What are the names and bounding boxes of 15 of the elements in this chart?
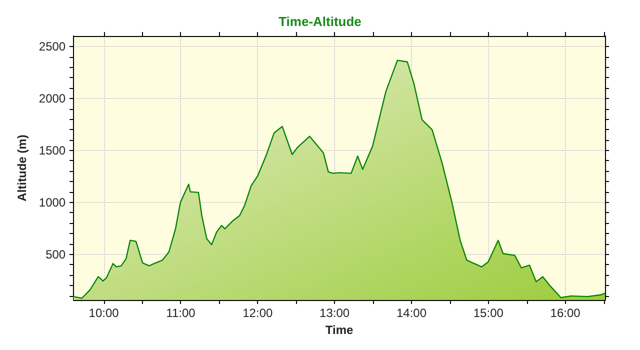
x-tick-label: 13:00 [320, 306, 350, 320]
y-tick-label: 2000 [38, 91, 66, 106]
x-tick-label: 14:00 [396, 306, 427, 320]
y-axis-title: Altitude (m) [15, 134, 29, 202]
x-axis-title: Time [325, 322, 354, 337]
x-tick-label: 16:00 [550, 306, 581, 320]
y-tick-label: 2500 [38, 39, 66, 54]
x-tick-label: 15:00 [473, 306, 504, 320]
x-tick-label: 12:00 [242, 306, 273, 320]
y-tick-label: 500 [46, 247, 66, 262]
x-tick-label: 10:00 [88, 306, 120, 320]
x-tick-label: 11:00 [166, 306, 196, 320]
y-tick-label: 1000 [38, 195, 66, 210]
chart-title: Time-Altitude [278, 14, 362, 29]
y-tick-label: 1500 [38, 143, 66, 158]
